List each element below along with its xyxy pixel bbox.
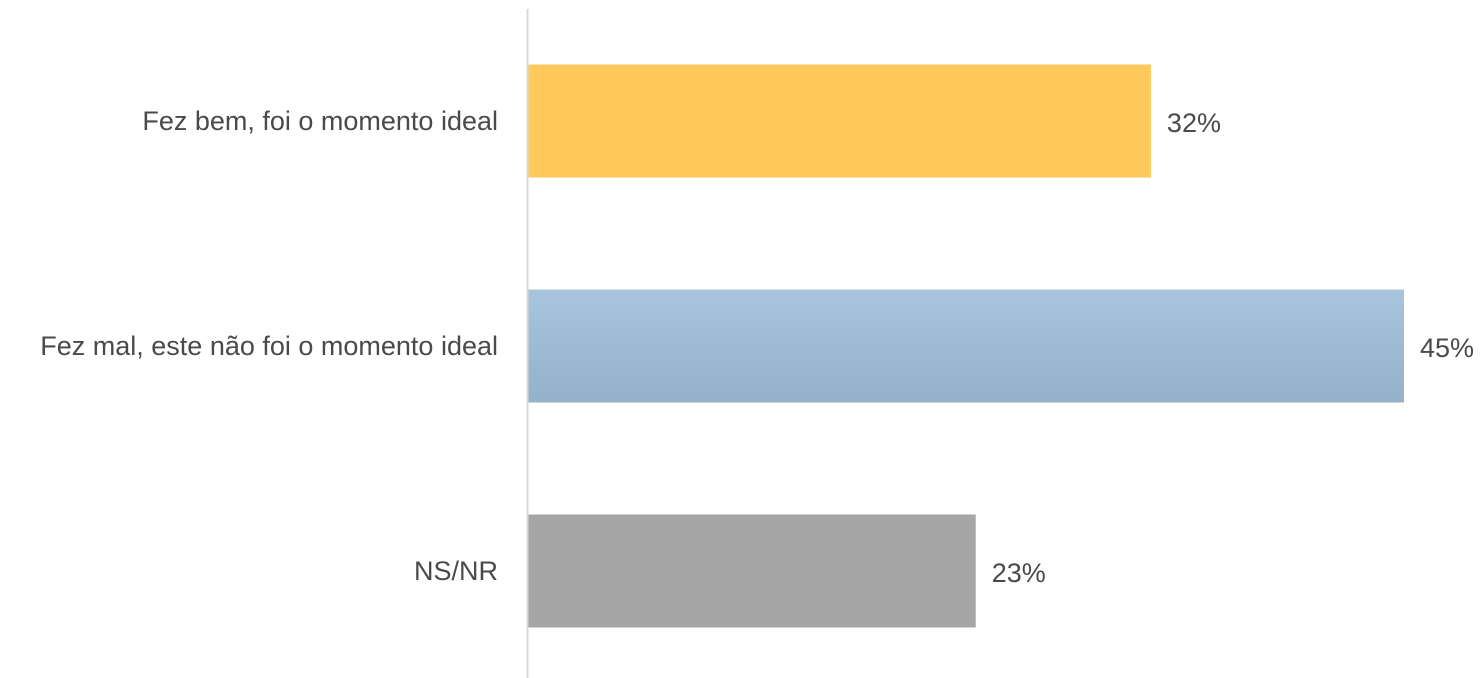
category-label: NS/NR: [414, 556, 498, 586]
bar-ns-nr: [528, 514, 976, 628]
value-label: 45%: [1420, 333, 1474, 363]
category-label: Fez mal, este não foi o momento ideal: [40, 331, 498, 361]
bars-layer: [528, 64, 1404, 628]
bar-fez-bem-foi-o-momento-ideal: [528, 64, 1151, 178]
labels-layer: Fez bem, foi o momento ideal 32% Fez mal, …: [40, 106, 1474, 588]
category-label: Fez bem, foi o momento ideal: [142, 106, 498, 136]
value-label: 23%: [992, 558, 1046, 588]
value-label: 32%: [1167, 108, 1221, 138]
bar-fez-mal-este-nao-foi-o-momento-ideal: [528, 289, 1404, 403]
